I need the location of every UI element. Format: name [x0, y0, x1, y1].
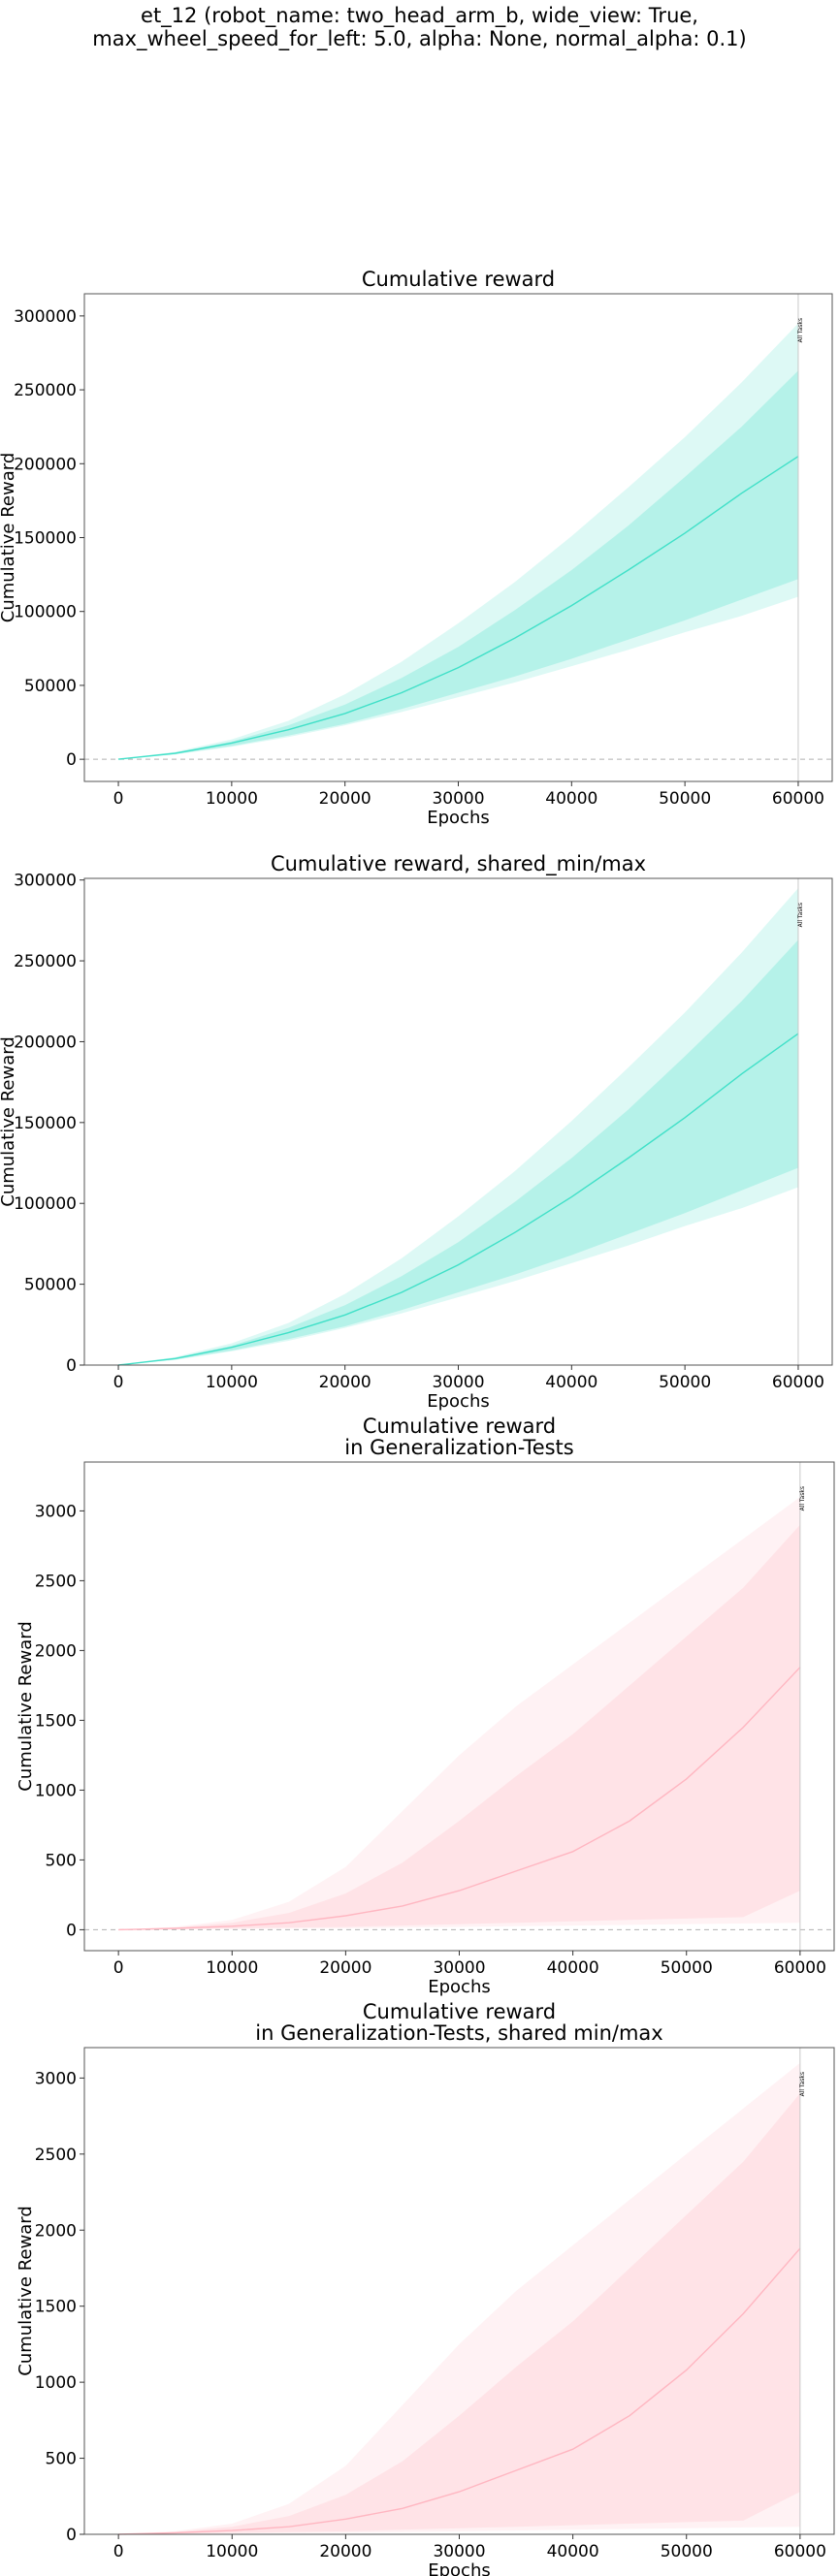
y-tick-label: 250000 — [14, 952, 77, 971]
y-tick-label: 300000 — [14, 307, 77, 327]
y-tick-label: 1000 — [35, 1781, 77, 1800]
y-tick-label: 100000 — [14, 1194, 77, 1214]
series-line — [118, 2247, 801, 2535]
x-tick-label: 30000 — [433, 1958, 485, 1978]
y-tick-label: 150000 — [14, 1114, 77, 1133]
y-tick-label: 3000 — [35, 1502, 77, 1521]
x-tick-label: 50000 — [659, 1373, 711, 1392]
x-tick-label: 10000 — [206, 1373, 258, 1392]
y-tick-label: 0 — [66, 750, 77, 770]
chart-title: in Generalization-Tests, shared min/max — [255, 2021, 662, 2045]
y-tick-label: 2000 — [35, 2221, 77, 2241]
x-tick-label: 10000 — [206, 2542, 258, 2561]
x-tick-label: 0 — [113, 789, 124, 809]
y-tick-label: 100000 — [14, 603, 77, 622]
y-axis-label: Cumulative Reward — [16, 1621, 36, 1792]
x-tick-label: 10000 — [206, 789, 258, 809]
x-tick-label: 20000 — [319, 1373, 371, 1392]
x-tick-label: 40000 — [545, 1373, 597, 1392]
chart-panel-2: All Tasks 0 10000 20000 30000 40000 50000 60000… — [0, 852, 833, 1412]
quantile-band — [118, 1524, 800, 1930]
quantile-band — [118, 2093, 800, 2534]
y-axis-label: Cumulative Reward — [16, 2206, 36, 2376]
x-tick-label: 50000 — [659, 789, 711, 809]
chart-panel-1: All Tasks 0 10000 20000 30000 40000 50000 60000… — [0, 268, 833, 828]
y-tick-label: 1500 — [35, 1711, 77, 1731]
y-tick-label: 500 — [46, 1851, 77, 1870]
x-axis-label: Epochs — [428, 2560, 491, 2576]
y-tick-label: 50000 — [24, 1276, 77, 1295]
series-line — [117, 456, 799, 760]
x-tick-label: 0 — [113, 2542, 124, 2561]
y-tick-label: 200000 — [14, 455, 77, 474]
figure-title-line2: max_wheel_speed_for_left: 5.0, alpha: No… — [92, 27, 747, 50]
x-tick-label: 40000 — [547, 2542, 599, 2561]
quantile-band — [118, 939, 798, 1365]
y-tick-label: 0 — [66, 1356, 77, 1376]
chart-title: in Generalization-Tests — [344, 1436, 573, 1459]
figure-title: et_12 (robot_name: two_head_arm_b, wide_… — [0, 4, 839, 50]
task-vline-label: All Tasks — [799, 1486, 806, 1511]
quantile-band — [118, 370, 798, 760]
minmax-band — [118, 323, 798, 760]
y-tick-label: 0 — [66, 1921, 77, 1940]
x-tick-label: 50000 — [661, 2542, 713, 2561]
y-tick-label: 2500 — [35, 1572, 77, 1591]
y-tick-label: 1500 — [35, 2298, 77, 2317]
x-axis-label: Epochs — [427, 808, 490, 828]
y-tick-label: 50000 — [24, 677, 77, 696]
x-tick-label: 10000 — [206, 1958, 258, 1978]
x-tick-label: 50000 — [661, 1958, 713, 1978]
x-tick-label: 30000 — [433, 2542, 485, 2561]
x-tick-label: 20000 — [319, 1958, 371, 1978]
series-line — [118, 1667, 801, 1931]
y-axis-label: Cumulative Reward — [0, 453, 18, 623]
y-tick-label: 0 — [66, 2526, 77, 2545]
x-tick-label: 60000 — [772, 1373, 824, 1392]
y-tick-label: 250000 — [14, 381, 77, 400]
x-axis-label: Epochs — [427, 1391, 490, 1412]
task-vline-label: All Tasks — [797, 903, 804, 927]
x-tick-label: 30000 — [432, 789, 484, 809]
x-tick-label: 40000 — [547, 1958, 599, 1978]
chart-title: Cumulative reward — [363, 1415, 556, 1438]
x-tick-label: 60000 — [772, 789, 824, 809]
figure-title-line1: et_12 (robot_name: two_head_arm_b, wide_… — [141, 4, 698, 27]
task-vline-label: All Tasks — [797, 318, 804, 342]
y-tick-label: 2500 — [35, 2146, 77, 2165]
y-tick-label: 1000 — [35, 2373, 77, 2393]
x-tick-label: 20000 — [319, 2542, 371, 2561]
series-line — [117, 1033, 799, 1366]
task-vline-label: All Tasks — [799, 2072, 806, 2096]
x-tick-label: 0 — [113, 1958, 124, 1978]
minmax-band — [118, 2062, 800, 2534]
x-tick-label: 60000 — [774, 2542, 826, 2561]
x-tick-label: 30000 — [432, 1373, 484, 1392]
x-tick-label: 0 — [113, 1373, 124, 1392]
y-tick-label: 150000 — [14, 529, 77, 549]
chart-title: Cumulative reward — [363, 2000, 556, 2023]
y-tick-label: 3000 — [35, 2069, 77, 2088]
y-tick-label: 300000 — [14, 872, 77, 891]
x-tick-label: 20000 — [319, 789, 371, 809]
minmax-band — [118, 888, 798, 1365]
x-tick-label: 60000 — [774, 1958, 826, 1978]
x-tick-label: 40000 — [545, 789, 597, 809]
chart-title: Cumulative reward, shared_min/max — [271, 852, 646, 876]
x-axis-label: Epochs — [428, 1977, 491, 1997]
y-axis-label: Cumulative Reward — [0, 1036, 18, 1207]
y-tick-label: 2000 — [35, 1641, 77, 1661]
chart-title: Cumulative reward — [362, 268, 555, 291]
y-tick-label: 200000 — [14, 1033, 77, 1052]
y-tick-label: 500 — [46, 2450, 77, 2469]
